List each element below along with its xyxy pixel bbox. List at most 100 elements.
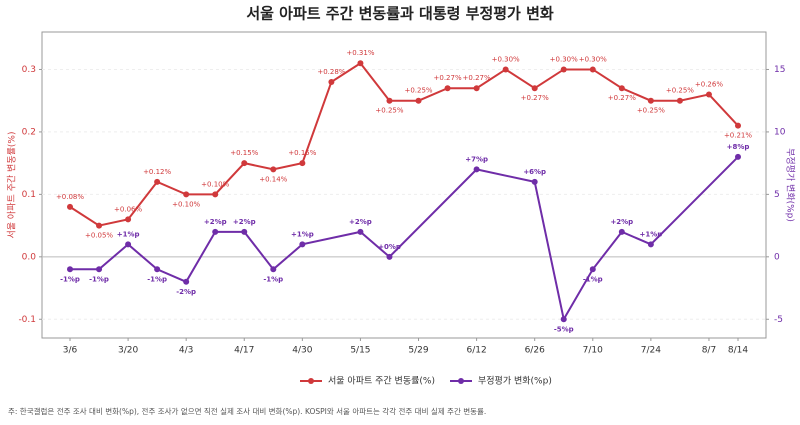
value-label: -1%p — [263, 275, 283, 283]
point — [183, 278, 190, 285]
plot-frame — [41, 31, 767, 339]
point — [357, 60, 364, 67]
point — [67, 203, 73, 210]
y2-tick-label: 0 — [774, 252, 780, 262]
point — [270, 266, 277, 273]
value-label: +0.15% — [230, 149, 258, 157]
value-label: +1%p — [117, 230, 140, 238]
point — [386, 97, 393, 104]
value-label: +0.27% — [434, 74, 462, 82]
value-label: +1%p — [291, 230, 314, 238]
point — [589, 66, 596, 73]
value-label: +0.12% — [143, 168, 171, 176]
y-tick-label: 0.0 — [22, 252, 37, 262]
point — [270, 166, 277, 173]
value-label: +0.25% — [375, 107, 403, 115]
x-tick-label: 5/29 — [408, 346, 428, 356]
value-label: +6%p — [523, 168, 546, 176]
point — [212, 191, 219, 198]
y-tick-label: 0.3 — [22, 65, 36, 75]
value-label: -5%p — [554, 325, 574, 333]
point — [96, 266, 103, 273]
value-label: -1%p — [583, 275, 603, 283]
value-label: +0.30% — [550, 55, 578, 63]
value-label: +0.21% — [724, 132, 752, 140]
point — [473, 166, 480, 173]
point — [415, 97, 422, 104]
point — [67, 266, 73, 273]
point — [735, 122, 741, 129]
point — [560, 66, 567, 73]
value-label: +0.27% — [521, 94, 549, 102]
y2-tick-label: 5 — [774, 190, 780, 200]
value-label: +8%p — [727, 143, 750, 151]
x-tick-label: 3/6 — [63, 346, 78, 356]
y-tick-label: -0.1 — [18, 315, 36, 325]
point — [676, 97, 683, 104]
point — [125, 216, 132, 223]
y-tick-label: 0.2 — [22, 127, 36, 137]
value-label: -1%p — [60, 275, 80, 283]
point — [531, 85, 538, 92]
y-axis-label: 서울 아파트 주간 변동률(%) — [7, 132, 18, 239]
point — [96, 222, 103, 229]
value-label: +0.08% — [56, 193, 84, 201]
value-label: +2%p — [610, 218, 633, 226]
value-label: +0.27% — [608, 94, 636, 102]
value-label: +7%p — [465, 155, 488, 163]
x-tick-label: 4/3 — [179, 346, 193, 356]
point — [299, 241, 306, 248]
y2-tick-label: 10 — [774, 127, 786, 137]
x-tick-label: 7/24 — [641, 346, 661, 356]
y2-tick-label: -5 — [774, 315, 783, 325]
point — [154, 266, 161, 273]
value-label: +0.30% — [579, 55, 607, 63]
value-label: +0.27% — [463, 74, 491, 82]
x-tick-label: 4/17 — [234, 346, 254, 356]
value-label: +0.25% — [404, 87, 432, 95]
point — [444, 85, 451, 92]
value-label: -1%p — [89, 275, 109, 283]
legend-marker — [458, 378, 464, 384]
point — [589, 266, 596, 273]
value-label: +2%p — [204, 218, 227, 226]
value-label: +1%p — [639, 230, 662, 238]
point — [647, 241, 654, 248]
value-label: +0%p — [378, 243, 401, 251]
point — [473, 85, 480, 92]
value-label: +0.30% — [492, 55, 520, 63]
point — [647, 97, 654, 104]
y-tick-label: 0.1 — [22, 190, 36, 200]
y2-tick-label: 15 — [774, 65, 785, 75]
value-label: +0.15% — [288, 149, 316, 157]
point — [618, 228, 625, 235]
value-label: +0.26% — [695, 80, 723, 88]
point — [705, 91, 712, 98]
point — [183, 191, 190, 198]
point — [531, 178, 538, 185]
x-tick-label: 8/7 — [702, 346, 716, 356]
x-tick-label: 5/15 — [350, 346, 370, 356]
x-tick-label: 6/12 — [466, 346, 486, 356]
value-label: +0.10% — [172, 200, 200, 208]
value-label: -1%p — [147, 275, 167, 283]
value-label: +0.06% — [114, 205, 142, 213]
point — [357, 228, 364, 235]
x-tick-label: 8/14 — [728, 346, 748, 356]
point — [502, 66, 509, 73]
chart-title: 서울 아파트 주간 변동률과 대통령 부정평가 변화 — [246, 5, 554, 23]
value-label: -2%p — [176, 288, 196, 296]
point — [212, 228, 219, 235]
value-label: +0.05% — [85, 232, 113, 240]
value-label: +0.28% — [317, 68, 345, 76]
point — [154, 178, 161, 185]
legend-label: 서울 아파트 주간 변동률(%) — [328, 376, 435, 387]
x-tick-label: 7/10 — [583, 346, 603, 356]
value-label: +2%p — [349, 218, 372, 226]
series-line — [70, 156, 739, 323]
x-tick-label: 6/26 — [525, 346, 545, 356]
legend-label: 부정평가 변화(%p) — [478, 376, 552, 387]
x-tick-label: 4/30 — [292, 346, 312, 356]
point — [328, 78, 335, 85]
